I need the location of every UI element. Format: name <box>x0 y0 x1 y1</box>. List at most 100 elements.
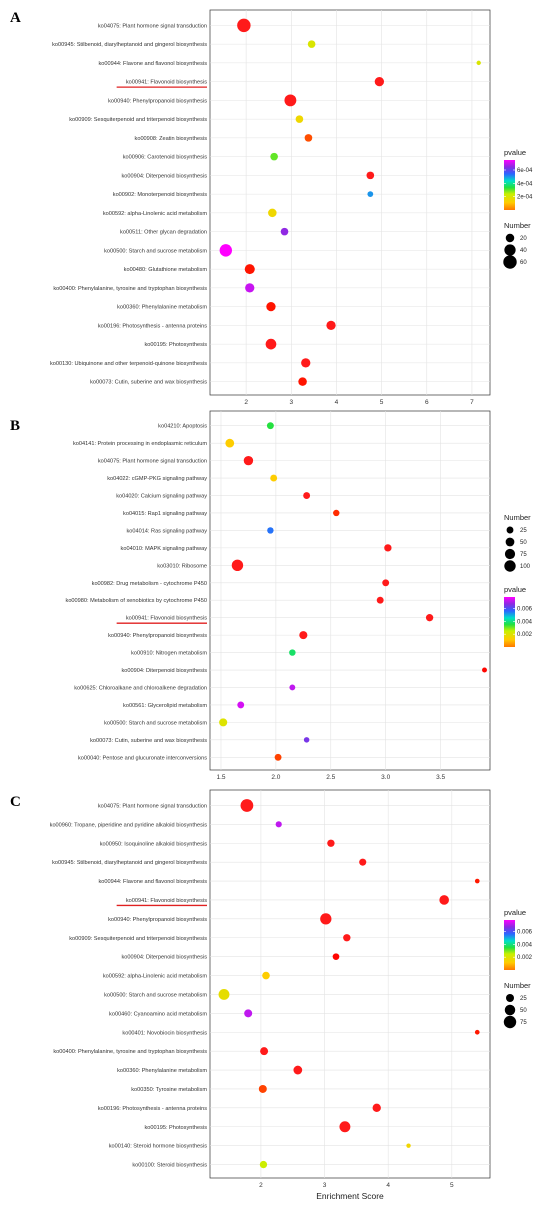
data-point <box>284 94 297 107</box>
data-point <box>303 737 310 743</box>
data-point <box>268 208 277 218</box>
data-point <box>303 492 311 499</box>
panel-letter: B <box>10 418 20 434</box>
x-tick-label: 2 <box>259 1182 263 1189</box>
category-label: ko00945: Stilbenoid, diarylheptanoid and… <box>52 42 207 48</box>
category-label: ko00195: Photosynthesis <box>144 342 207 348</box>
pvalue-legend-tick: 0.006 <box>517 607 533 613</box>
pvalue-legend: pvalue 6e-04 4e-04 2e-04 <box>504 148 533 210</box>
number-legend-dot <box>506 994 514 1002</box>
category-label: ko00360: Phenylalanine metabolism <box>117 305 207 311</box>
category-label: ko00904: Diterpenoid biosynthesis <box>121 955 207 961</box>
number-legend-dot <box>505 537 515 547</box>
category-label: ko00130: Ubiquinone and other terpenoid-… <box>50 361 207 367</box>
x-tick-label: 4 <box>386 1182 390 1189</box>
category-label: ko00982: Drug metabolism - cytochrome P4… <box>92 581 207 587</box>
category-label: ko00196: Photosynthesis - antenna protei… <box>98 323 207 329</box>
data-point <box>244 1009 253 1018</box>
data-point <box>259 1160 268 1169</box>
data-point <box>374 76 385 87</box>
category-label: ko04075: Plant hormone signal transducti… <box>98 803 207 809</box>
x-tick-label: 1.5 <box>216 774 225 781</box>
data-point <box>266 301 276 312</box>
x-tick-label: 2.0 <box>271 774 280 781</box>
category-label: ko03010: Ribosome <box>157 563 207 569</box>
number-legend-label: 75 <box>520 1020 527 1026</box>
category-label: ko00902: Monoterpenoid biosynthesis <box>113 192 207 198</box>
data-point <box>372 1103 381 1113</box>
number-legend-label: 60 <box>520 260 527 266</box>
x-tick-label: 5 <box>450 1182 454 1189</box>
category-label: ko00073: Cutin, suberine and wax biosynt… <box>90 380 207 386</box>
data-point <box>474 1029 480 1035</box>
pvalue-colorbar <box>504 160 515 210</box>
data-point <box>258 1084 267 1093</box>
x-tick-label: 3 <box>323 1182 327 1189</box>
data-point <box>265 338 277 350</box>
data-point <box>326 320 336 331</box>
category-label: ko00625: Chloroalkane and chloroalkene d… <box>74 685 207 691</box>
category-label: ko04010: MAPK signaling pathway <box>121 546 208 552</box>
category-label: ko00460: Cyanoamino acid metabolism <box>109 1011 207 1017</box>
data-point <box>304 134 313 142</box>
category-label: ko00100: Steroid biosynthesis <box>132 1163 207 1169</box>
data-point <box>275 821 282 828</box>
category-label: ko00940: Phenylpropanoid biosynthesis <box>108 917 207 923</box>
category-label: ko00960: Tropane, piperidine and pyridin… <box>50 822 208 828</box>
pvalue-legend-tick: 2e-04 <box>517 195 533 201</box>
x-tick-label: 4 <box>335 399 339 406</box>
data-point <box>382 579 390 587</box>
data-point <box>289 649 296 656</box>
data-point <box>359 858 367 866</box>
category-label: ko00480: Glutathione metabolism <box>124 267 208 273</box>
number-legend-dot <box>503 255 517 269</box>
data-point <box>237 701 245 709</box>
data-point <box>299 631 308 640</box>
number-legend-label: 75 <box>520 552 527 558</box>
data-point <box>289 684 296 691</box>
x-tick-label: 3.0 <box>381 774 390 781</box>
panel-c: C 2 3 4 5 ko04075: Plant hormone signal trans… <box>10 789 533 1201</box>
pvalue-legend-tick: 0.004 <box>517 619 533 625</box>
number-legend: Number 25 50 75 100 <box>504 513 531 572</box>
category-label: ko00350: Tyrosine metabolism <box>131 1087 207 1093</box>
x-tick-label: 3 <box>289 399 293 406</box>
category-label: ko00140: Steroid hormone biosynthesis <box>109 1144 207 1150</box>
category-label: ko00908: Zeatin biosynthesis <box>135 136 208 142</box>
pvalue-legend-title: pvalue <box>504 148 526 157</box>
x-tick-label: 6 <box>425 399 429 406</box>
data-point <box>482 667 487 673</box>
data-point <box>240 799 254 812</box>
data-point <box>320 913 332 925</box>
data-point <box>301 358 311 368</box>
pvalue-legend-title: pvalue <box>504 585 526 594</box>
number-legend-title: Number <box>504 981 531 990</box>
data-point <box>298 377 307 386</box>
number-legend-label: 50 <box>520 1008 527 1014</box>
category-label: ko00400: Phenylalanine, tyrosine and try… <box>53 1049 207 1055</box>
plot-area <box>209 789 491 1179</box>
x-tick-label: 5 <box>380 399 384 406</box>
data-point <box>270 474 278 482</box>
category-label: ko00195: Photosynthesis <box>144 1125 207 1131</box>
x-axis-title: Enrichment Score <box>316 1191 384 1201</box>
category-label: ko00500: Starch and sucrose metabolism <box>104 720 207 726</box>
category-label: ko00941: Flavonoid biosynthesis <box>126 616 207 622</box>
number-legend-dot <box>505 233 515 243</box>
pvalue-legend-tick: 0.004 <box>517 942 533 948</box>
category-label: ko04022: cGMP-PKG signaling pathway <box>107 476 207 482</box>
data-point <box>476 60 481 66</box>
category-label: ko00196: Photosynthesis - antenna protei… <box>98 1106 207 1112</box>
number-legend-label: 50 <box>520 540 527 546</box>
panel-letter: C <box>10 794 21 810</box>
data-point <box>243 455 254 466</box>
number-legend-label: 100 <box>520 564 531 570</box>
data-point <box>333 509 340 517</box>
data-point <box>225 438 235 448</box>
category-label: ko00950: Isoquinoline alkaloid biosynthe… <box>100 841 207 847</box>
category-label: ko00944: Flavone and flavonol biosynthes… <box>98 61 207 67</box>
pvalue-legend-tick: 6e-04 <box>517 168 533 174</box>
x-tick-label: 7 <box>470 399 474 406</box>
pvalue-legend: pvalue 0.006 0.004 0.002 <box>504 908 533 970</box>
category-label: ko00592: alpha-Linolenic acid metabolism <box>103 974 208 980</box>
